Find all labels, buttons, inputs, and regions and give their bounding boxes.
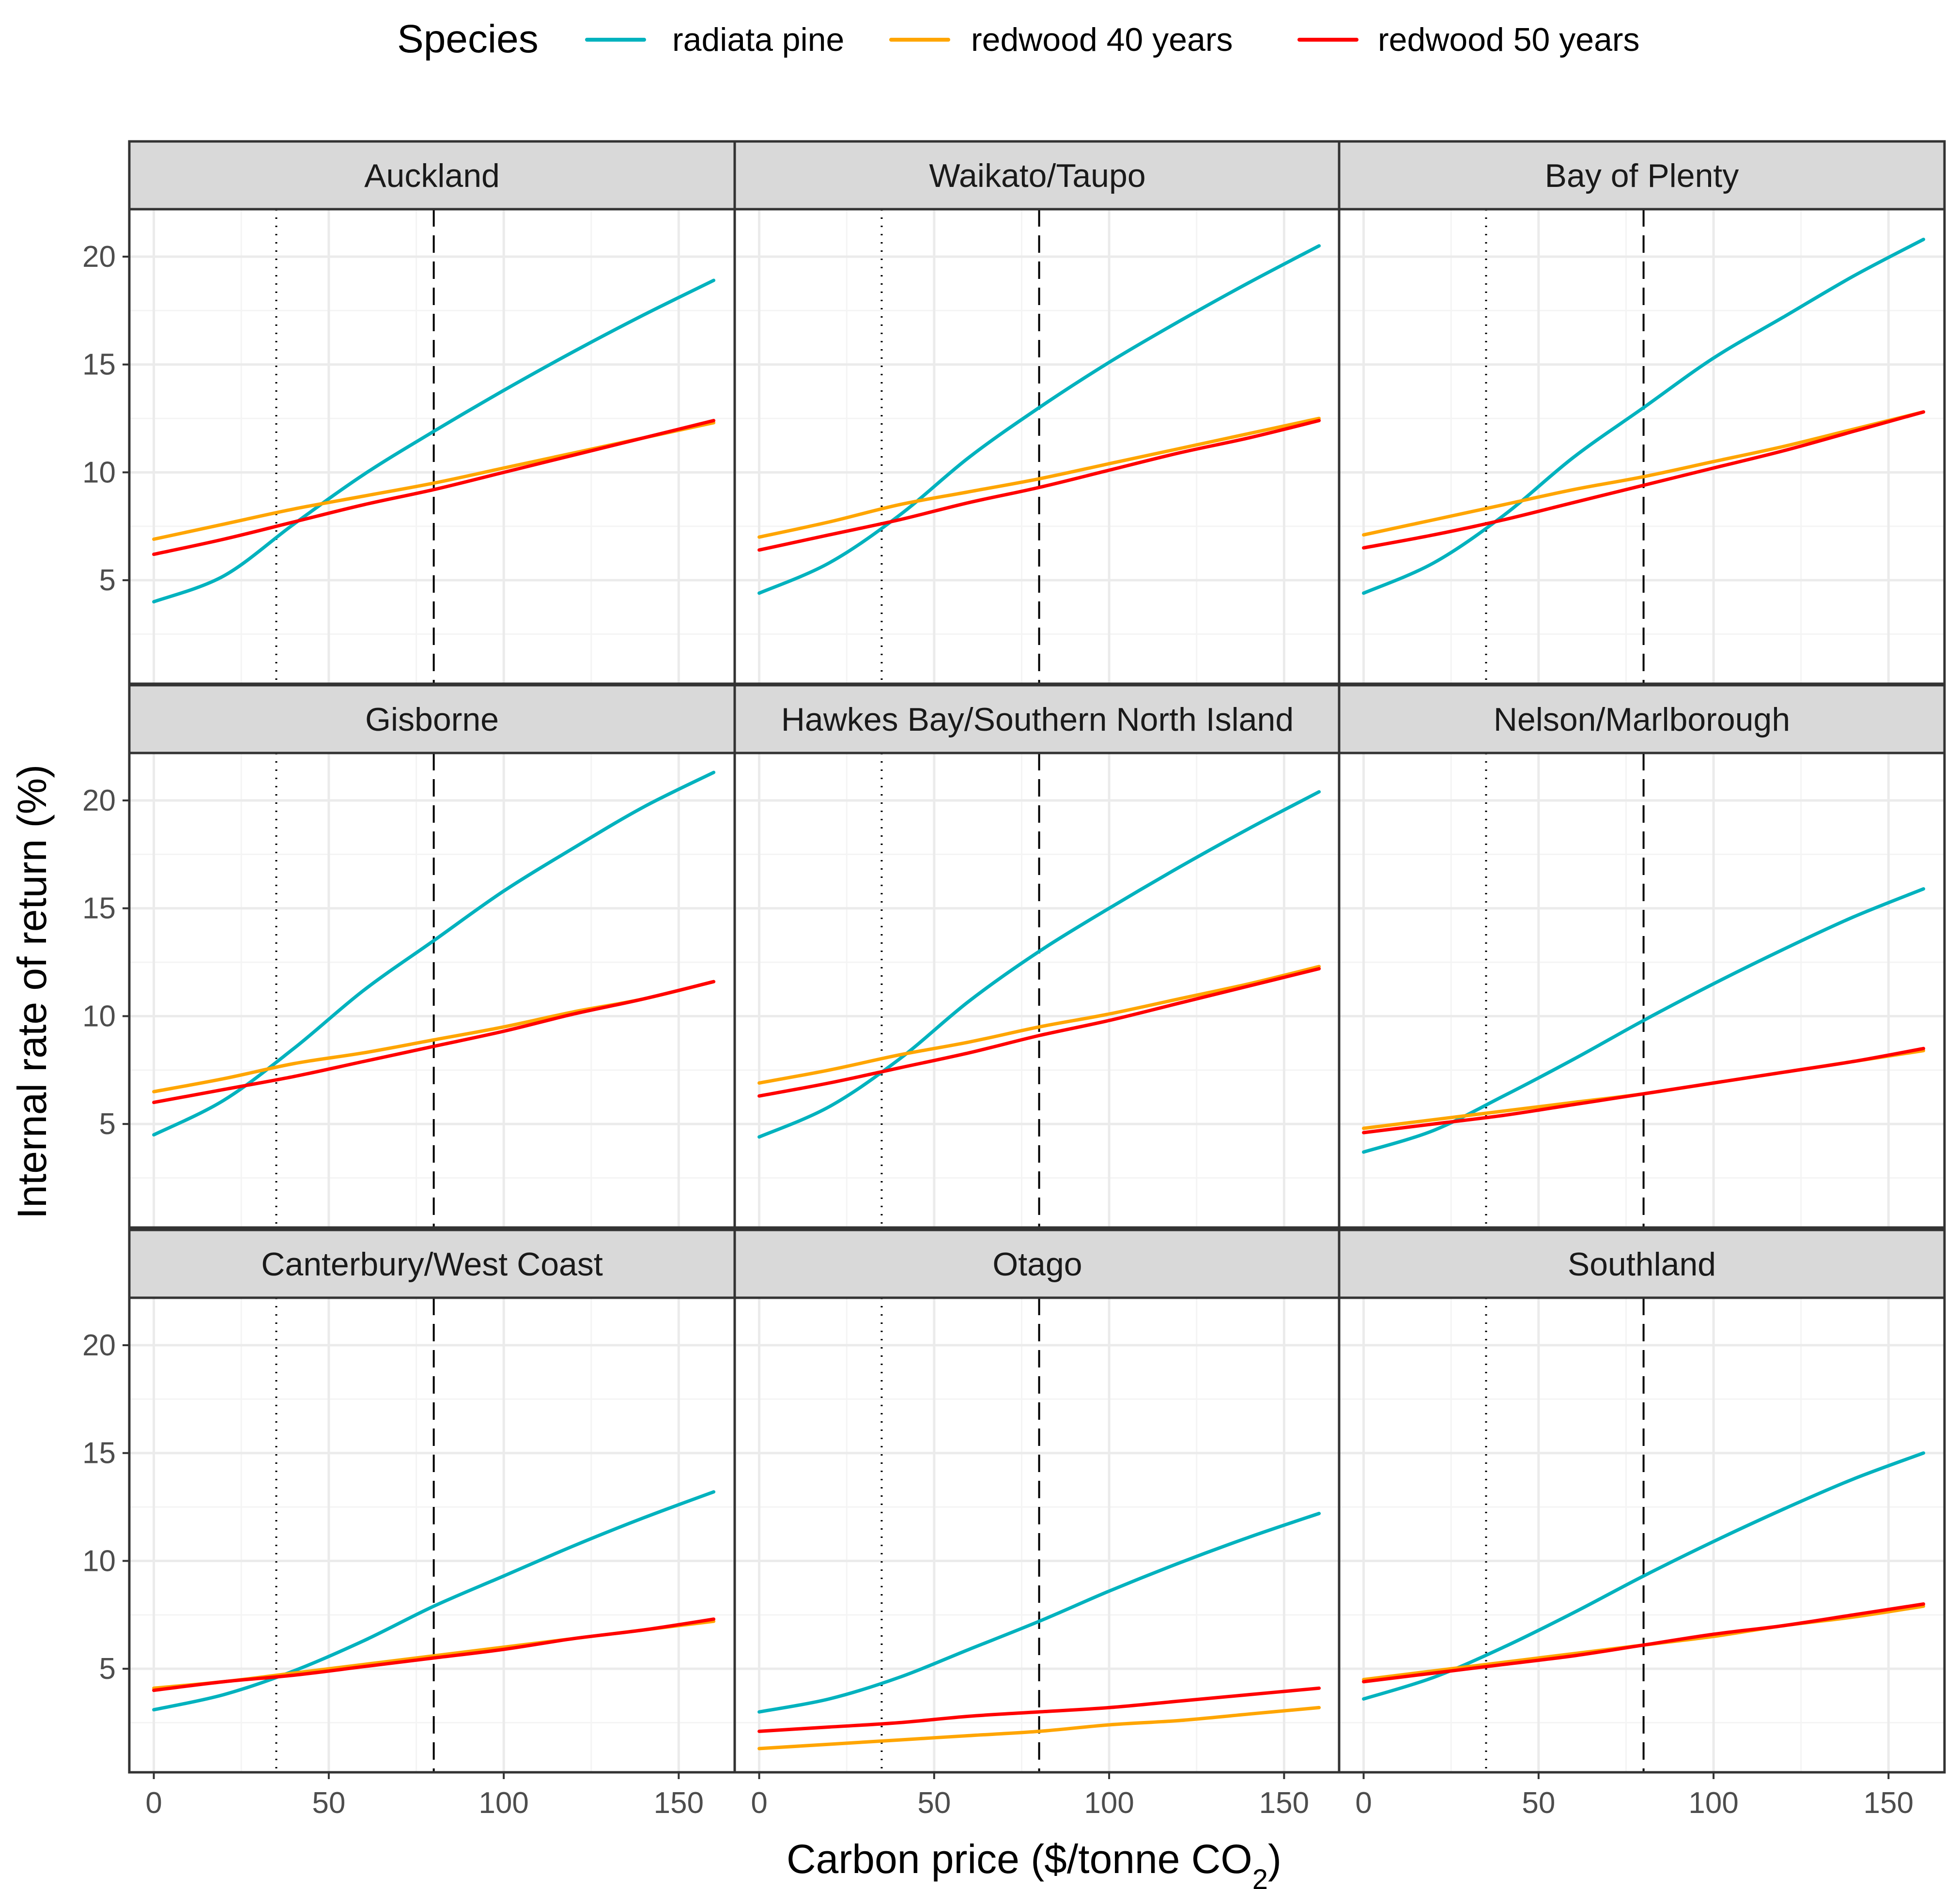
x-tick-label: 150 xyxy=(654,1786,704,1820)
plot-area xyxy=(735,209,1340,684)
legend-entry-rw50: redwood 50 years xyxy=(1297,21,1640,58)
legend-title: Species xyxy=(397,17,539,61)
facet-panel: Otago 0 50 100 150 xyxy=(733,1229,1342,1820)
y-tick-label: 15 xyxy=(82,892,116,925)
series-line-rw50 xyxy=(757,1686,1321,1733)
panel-border xyxy=(1338,1296,1946,1774)
facet-strip xyxy=(128,140,736,211)
facet-strip-label: Hawkes Bay/Southern North Island xyxy=(781,701,1294,738)
x-tick-label: 0 xyxy=(751,1786,767,1820)
y-axis-title: Internal rate of return (%) xyxy=(9,765,55,1219)
series-line-radiata xyxy=(1362,237,1926,595)
y-tick-label: 10 xyxy=(82,999,116,1033)
y-tick-label: 5 xyxy=(99,1652,116,1686)
series-line-rw50 xyxy=(1362,1046,1926,1135)
series-line-rw50 xyxy=(757,419,1321,552)
panel-border xyxy=(1338,752,1946,1229)
series-line-rw40 xyxy=(757,1705,1321,1751)
plot-area xyxy=(129,209,735,684)
plot-area xyxy=(1339,1298,1945,1772)
series-line-radiata xyxy=(152,278,716,604)
legend: Species radiata pine redwood 40 years re… xyxy=(397,17,1640,61)
x-tick-label: 50 xyxy=(1522,1786,1555,1820)
plot-area xyxy=(129,1298,735,1772)
facet-panel: Gisborne 5 10 15 20 xyxy=(82,684,736,1229)
series-line-rw50 xyxy=(757,967,1321,1098)
facet-panel: Southland 0 50 100 150 xyxy=(1338,1229,1946,1820)
x-tick-label: 100 xyxy=(478,1786,528,1820)
facet-panels: Auckland 5 10 15 20 Waikato/Taupo Bay of Plent… xyxy=(82,140,1946,1820)
series-line-rw40 xyxy=(1362,410,1926,537)
legend-entry-radiata: radiata pine xyxy=(585,21,844,58)
plot-area xyxy=(1339,209,1945,684)
facet-panel: Waikato/Taupo xyxy=(733,140,1342,685)
y-tick-label: 15 xyxy=(82,1437,116,1470)
x-tick-label: 50 xyxy=(312,1786,345,1820)
series-line-radiata xyxy=(152,1490,716,1712)
x-axis-title-main: Carbon price ($/tonne CO xyxy=(787,1836,1252,1882)
series-line-rw50 xyxy=(1362,1602,1926,1684)
series-line-rw40 xyxy=(757,416,1321,539)
plot-area xyxy=(129,753,735,1228)
facet-strip xyxy=(1338,140,1946,211)
x-tick-label: 0 xyxy=(1355,1786,1372,1820)
series-line-rw40 xyxy=(757,965,1321,1085)
x-tick-label: 0 xyxy=(145,1786,162,1820)
facet-strip-label: Waikato/Taupo xyxy=(929,157,1145,194)
y-tick-label: 5 xyxy=(99,1107,116,1141)
series-line-rw50 xyxy=(1362,410,1926,550)
facet-panel: Bay of Plenty xyxy=(1338,140,1946,685)
legend-label-rw50: redwood 50 years xyxy=(1378,21,1640,58)
y-tick-label: 15 xyxy=(82,348,116,382)
plot-area xyxy=(735,1298,1340,1772)
x-axis-title: Carbon price ($/tonne CO2) xyxy=(787,1836,1281,1889)
facet-panel: Auckland 5 10 15 20 xyxy=(82,140,736,685)
x-tick-label: 100 xyxy=(1688,1786,1738,1820)
facet-strip-label: Nelson/Marlborough xyxy=(1494,701,1790,738)
y-tick-label: 5 xyxy=(99,564,116,597)
facet-strip xyxy=(128,684,736,754)
facet-strip-label: Bay of Plenty xyxy=(1545,157,1739,194)
series-line-radiata xyxy=(757,790,1321,1139)
legend-label-rw40: redwood 40 years xyxy=(971,21,1233,58)
x-tick-label: 100 xyxy=(1084,1786,1134,1820)
series-line-radiata xyxy=(757,1512,1321,1714)
series-line-rw50 xyxy=(152,419,716,556)
plot-area xyxy=(735,753,1340,1228)
facet-strip xyxy=(1338,1229,1946,1299)
y-tick-label: 20 xyxy=(82,240,116,274)
x-tick-label: 150 xyxy=(1259,1786,1309,1820)
y-tick-label: 10 xyxy=(82,1544,116,1578)
facet-strip xyxy=(1338,684,1946,754)
facet-strip-label: Gisborne xyxy=(365,701,499,738)
x-axis-title-suffix: ) xyxy=(1268,1836,1281,1882)
legend-entry-rw40: redwood 40 years xyxy=(889,21,1233,58)
panel-border xyxy=(1338,208,1946,685)
facet-strip-label: Canterbury/West Coast xyxy=(261,1246,603,1283)
plot-area xyxy=(1339,753,1945,1228)
facet-strip-label: Auckland xyxy=(364,157,500,194)
y-tick-label: 20 xyxy=(82,1329,116,1362)
facet-panel: Hawkes Bay/Southern North Island xyxy=(733,684,1342,1229)
series-line-rw50 xyxy=(152,1617,716,1692)
legend-label-radiata: radiata pine xyxy=(672,21,844,58)
series-line-radiata xyxy=(757,244,1321,595)
y-tick-label: 20 xyxy=(82,784,116,817)
y-tick-label: 10 xyxy=(82,456,116,489)
x-tick-label: 50 xyxy=(917,1786,951,1820)
x-axis-title-subscript: 2 xyxy=(1252,1864,1268,1889)
facet-strip-label: Southland xyxy=(1568,1246,1716,1283)
facet-panel: Canterbury/West Coast 5 10 15 20 0 50 100 150 xyxy=(82,1229,736,1820)
facet-panel: Nelson/Marlborough xyxy=(1338,684,1946,1229)
facet-strip-label: Otago xyxy=(992,1246,1082,1283)
x-tick-label: 150 xyxy=(1864,1786,1914,1820)
facet-strip xyxy=(733,140,1342,211)
series-line-rw50 xyxy=(152,980,716,1105)
